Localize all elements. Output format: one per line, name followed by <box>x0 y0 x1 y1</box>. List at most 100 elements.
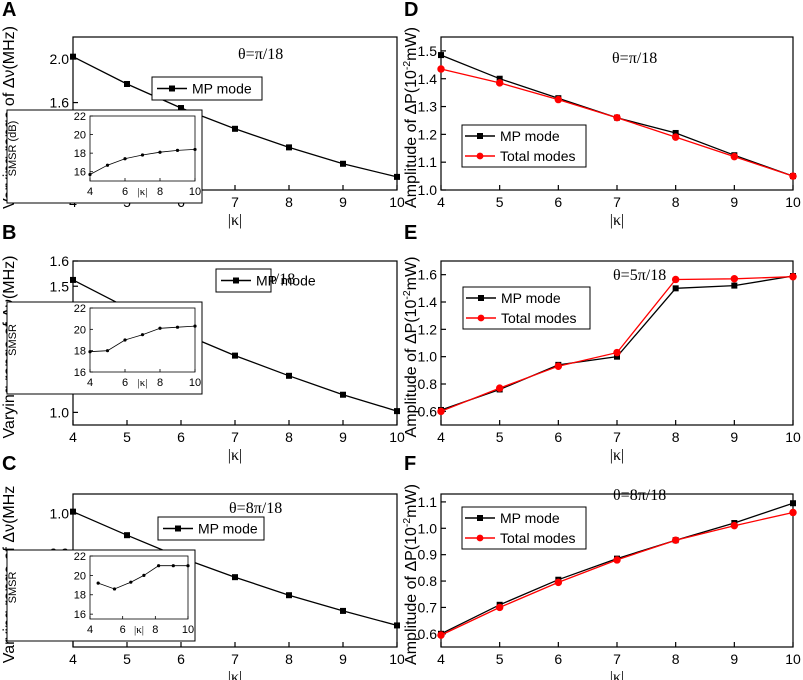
inset-point <box>171 564 175 568</box>
x-tick-label: 10 <box>785 429 801 445</box>
inset-point <box>96 581 100 585</box>
inset-a: 4 6 8 10 16 18 20 22 |κ| SMSR (dB) <box>6 109 203 204</box>
data-point <box>286 372 292 379</box>
legend-label: MP mode <box>501 290 561 306</box>
inset-y-label: SMSR <box>7 324 19 356</box>
data-point <box>70 508 76 515</box>
data-point <box>671 536 680 544</box>
x-tick-label: 4 <box>69 429 77 445</box>
inset-x-label: |κ| <box>138 377 148 389</box>
y-axis-label: Amplitude of ΔP(10-2mW) <box>402 257 420 438</box>
y-tick-label: 0.8 <box>418 376 438 392</box>
x-tick-label: 6 <box>120 624 126 636</box>
y-tick-label: 22 <box>74 111 86 123</box>
y-tick-label: 0.7 <box>418 599 438 615</box>
x-tick-label: 6 <box>177 651 185 667</box>
inset-point <box>175 325 180 329</box>
inset-y-label: SMSR (dB) <box>7 121 19 177</box>
data-point <box>437 631 445 639</box>
inset-x-label: |κ| <box>138 186 148 198</box>
y-tick-label: 16 <box>74 367 86 379</box>
inset-b: 4 6 8 10 16 18 20 22 |κ| SMSR <box>6 301 203 395</box>
inset-point <box>88 172 92 177</box>
data-point <box>124 532 130 539</box>
y-tick-label: 18 <box>74 590 86 602</box>
inset-point <box>105 349 110 353</box>
inset-point <box>175 148 180 152</box>
x-tick-label: 6 <box>122 377 128 389</box>
inset-point <box>112 587 117 591</box>
data-point <box>614 353 620 360</box>
y-tick-label: 22 <box>74 551 86 563</box>
x-tick-label: 7 <box>231 194 239 210</box>
inset-point <box>158 150 162 154</box>
x-axis-label: |κ| <box>228 212 242 229</box>
x-tick-label: 4 <box>437 194 445 210</box>
y-tick-label: 1.2 <box>418 321 438 337</box>
axes-frame <box>89 307 196 373</box>
y-tick-label: 1.4 <box>418 71 438 87</box>
panel-letter: C <box>2 453 16 475</box>
inset-point <box>129 580 133 584</box>
axes-frame <box>89 555 189 620</box>
x-tick-label: 9 <box>339 429 347 445</box>
theta-annotation: θ=8π/18 <box>613 487 666 504</box>
y-tick-label: 1.1 <box>418 154 438 170</box>
data-point <box>789 172 797 180</box>
y-tick-label: 18 <box>74 148 86 160</box>
x-axis-label: |κ| <box>610 212 624 229</box>
y-tick-label: 1.6 <box>418 267 438 283</box>
x-tick-label: 7 <box>613 429 621 445</box>
data-point <box>613 113 621 122</box>
legend-label: MP mode <box>500 510 560 526</box>
y-tick-label: 1.0 <box>50 404 70 420</box>
x-tick-label: 4 <box>87 624 93 636</box>
data-point <box>286 592 292 599</box>
legend-box <box>462 286 591 330</box>
data-point <box>232 125 238 132</box>
inset-point <box>142 573 146 577</box>
x-tick-label: 8 <box>672 429 680 445</box>
data-point <box>554 578 563 587</box>
legend-marker <box>175 525 181 532</box>
legend-marker <box>477 515 483 521</box>
inset-point <box>123 157 127 161</box>
y-axis-label: Amplitude of ΔP(10-2mW) <box>402 27 420 208</box>
data-point <box>286 144 292 151</box>
x-tick-label: 9 <box>730 429 738 445</box>
panel-c: C456789100.70.80.91.0|κ|Varying range of… <box>1 453 405 680</box>
x-tick-label: 8 <box>157 377 163 389</box>
legend-marker <box>477 314 485 322</box>
y-tick-label: 1.0 <box>50 506 70 522</box>
y-tick-label: 1.4 <box>418 294 438 310</box>
inset-x-label: |κ| <box>134 624 144 636</box>
y-tick-label: 2.0 <box>50 51 70 67</box>
x-tick-label: 5 <box>496 429 504 445</box>
x-axis-label: |κ| <box>228 447 242 464</box>
x-tick-label: 9 <box>730 194 738 210</box>
data-point <box>671 275 680 284</box>
inset-point <box>186 564 190 568</box>
x-tick-label: 8 <box>152 624 158 636</box>
data-point <box>730 152 739 161</box>
x-tick-label: 8 <box>672 651 680 667</box>
panel-letter: D <box>404 0 418 21</box>
y-tick-label: 1.3 <box>418 99 438 115</box>
data-point <box>232 574 238 581</box>
theta-annotation: θ=8π/18 <box>229 500 282 517</box>
data-point <box>730 521 739 530</box>
y-tick-label: 1.1 <box>418 494 438 510</box>
x-tick-label: 5 <box>123 651 131 667</box>
x-tick-label: 4 <box>437 651 445 667</box>
y-tick-label: 22 <box>74 303 86 315</box>
x-tick-label: 8 <box>672 194 680 210</box>
legend-box <box>151 76 263 101</box>
data-point <box>124 80 130 87</box>
inset-point <box>193 324 197 328</box>
x-tick-label: 8 <box>157 186 163 198</box>
data-point <box>790 500 796 507</box>
legend-label: MP mode <box>192 81 252 97</box>
panel-a: A456789100.81.21.62.0|κ|Varying range of… <box>1 0 405 229</box>
x-tick-label: 10 <box>389 429 405 445</box>
inset-point <box>193 147 197 152</box>
